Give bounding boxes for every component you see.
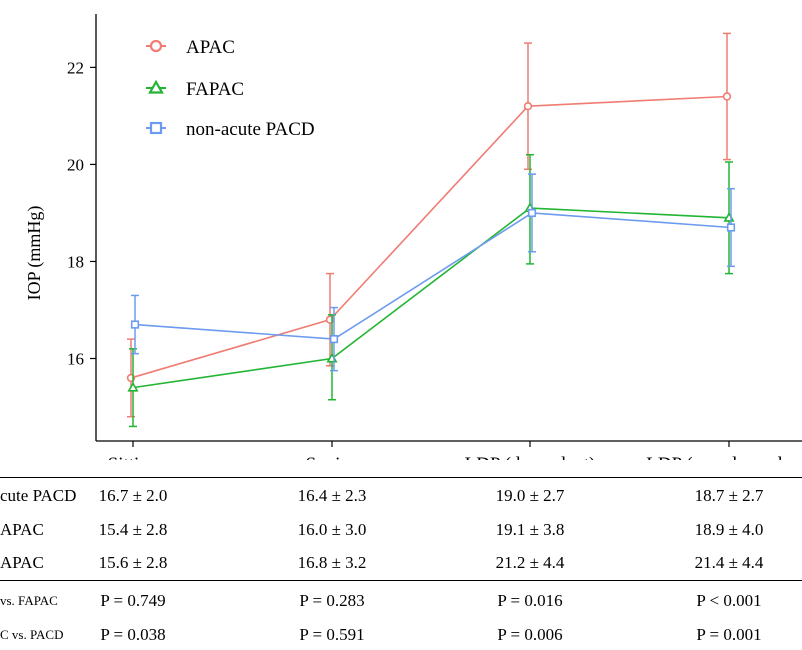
x-tick-label: LDP (non-dependent) — [646, 454, 802, 460]
legend-swatch-marker — [149, 121, 163, 135]
y-tick-label: 18 — [67, 252, 84, 271]
table-cell: 18.9 ± 4.0 — [694, 520, 764, 539]
table-cell: 19.0 ± 2.7 — [495, 486, 565, 505]
y-ticks: 16 18 20 22 — [67, 58, 96, 369]
table-cell: 16.8 ± 3.2 — [297, 553, 367, 572]
p-value-row-label: vs. FAPAC — [0, 593, 58, 608]
table-cell: 21.4 ± 4.4 — [694, 553, 764, 572]
data-point — [523, 101, 533, 111]
legend-item: non-acute PACD — [146, 119, 315, 140]
data-point — [127, 381, 139, 392]
table-divider-middle — [0, 580, 802, 581]
table-cell: 18.7 ± 2.7 — [694, 486, 764, 505]
legend-label: FAPAC — [186, 79, 244, 100]
y-tick-label: 16 — [67, 350, 84, 369]
p-value-cell: P = 0.591 — [299, 625, 365, 644]
legend-swatch-marker — [149, 39, 163, 53]
table-row-label: APAC — [0, 553, 44, 572]
data-point — [722, 92, 732, 101]
p-value-cell: P = 0.001 — [696, 625, 762, 644]
p-value-cell: P = 0.038 — [100, 625, 166, 644]
p-value-row-label: C vs. PACD — [0, 627, 64, 642]
x-tick-label: LDP (dependent) — [465, 454, 596, 460]
table-cell: 16.7 ± 2.0 — [98, 486, 168, 505]
x-tick-label: Sitting — [108, 454, 159, 460]
table-cell: 19.1 ± 3.8 — [495, 520, 565, 539]
p-value-cell: P = 0.749 — [100, 591, 166, 610]
legend-item: APAC — [146, 37, 235, 58]
data-point — [726, 223, 736, 232]
table-cell: 16.4 ± 2.3 — [297, 486, 367, 505]
data-point — [329, 335, 339, 344]
legend-label: APAC — [186, 37, 235, 58]
series-fapac — [127, 153, 735, 428]
x-ticks: Sitting Supine LDP (dependent) LDP (non-dep… — [108, 441, 802, 460]
data-point — [723, 211, 735, 222]
series-line — [134, 212, 732, 340]
p-value-cell: P = 0.006 — [497, 625, 563, 644]
series-non-acute-pacd — [130, 173, 736, 372]
series-line — [132, 207, 730, 389]
iop-chart: IOP (mmHg) 16 18 20 22 Sitting Supine LDP (de… — [24, 14, 802, 460]
table-row-label: APAC — [0, 520, 44, 539]
table-cell: 16.0 ± 3.0 — [297, 520, 367, 539]
series-apac — [126, 32, 732, 418]
legend-item: FAPAC — [146, 79, 244, 100]
table-cell: 15.6 ± 2.8 — [98, 553, 168, 572]
data-point — [130, 320, 140, 329]
y-axis-title: IOP (mmHg) — [24, 206, 45, 301]
legend-swatch-marker — [148, 79, 164, 94]
table-cell: 15.4 ± 2.8 — [98, 520, 168, 539]
y-tick-label: 22 — [67, 58, 84, 77]
data-point — [527, 208, 537, 218]
table-cell: 21.2 ± 4.4 — [495, 553, 565, 572]
table-divider-top — [0, 477, 802, 478]
legend: APAC FAPAC non-acute PACD — [146, 37, 315, 140]
table-row-label: cute PACD — [0, 486, 77, 505]
p-value-cell: P < 0.001 — [696, 591, 762, 610]
series-layer — [126, 32, 736, 428]
series-line — [130, 95, 728, 379]
y-tick-label: 20 — [67, 155, 84, 174]
x-tick-label: Supine — [306, 454, 359, 460]
legend-label: non-acute PACD — [186, 119, 315, 140]
p-value-cell: P = 0.283 — [299, 591, 365, 610]
p-value-cell: P = 0.016 — [497, 591, 563, 610]
